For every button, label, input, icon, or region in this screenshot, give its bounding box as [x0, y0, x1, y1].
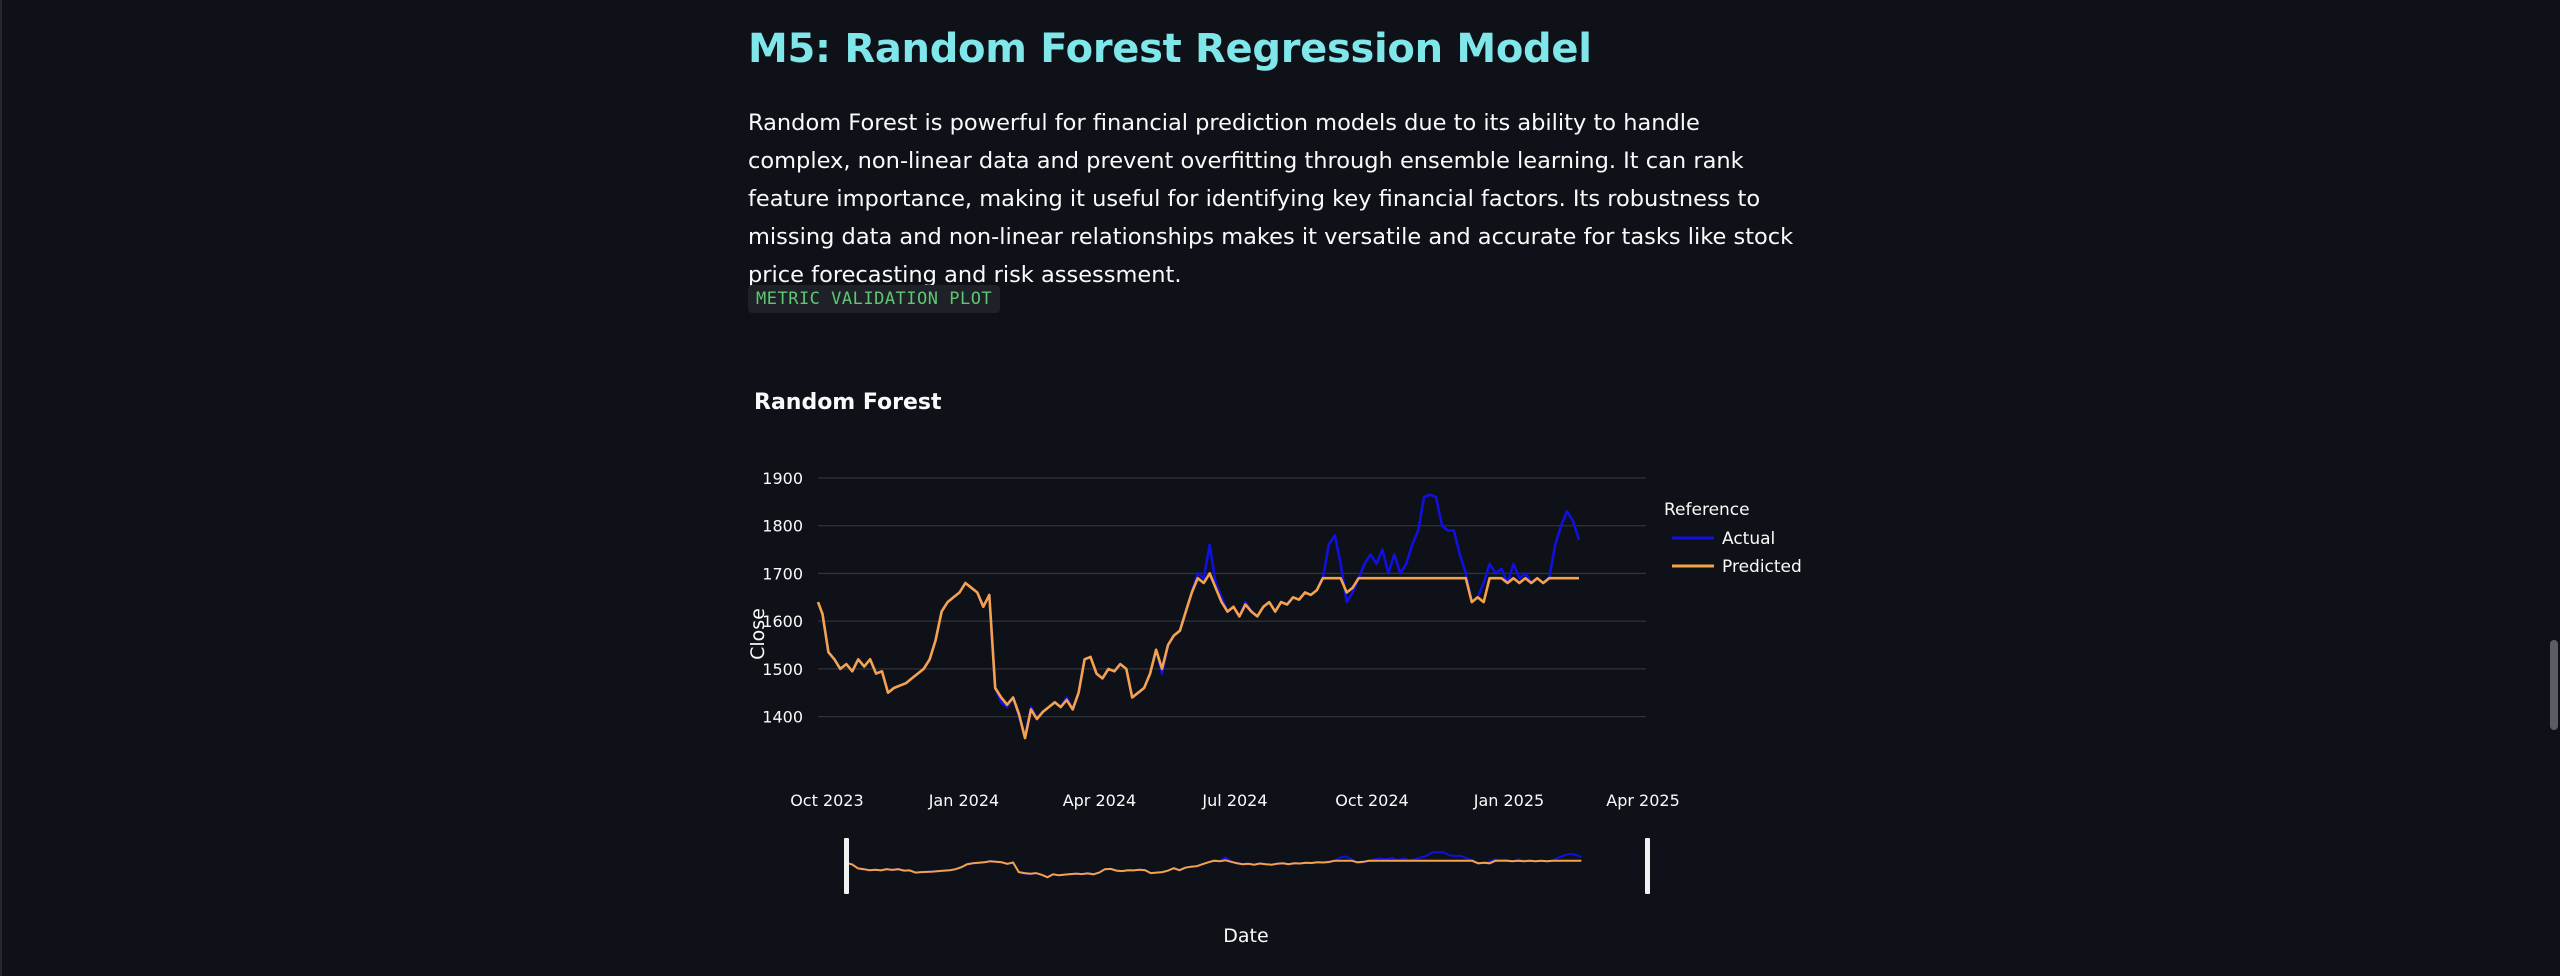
x-tick-label: Jul 2024 [1201, 791, 1267, 810]
model-description: Random Forest is powerful for financial … [748, 110, 1794, 288]
y-tick-label: 1500 [762, 660, 803, 679]
x-axis-label: Date [1223, 925, 1268, 947]
x-tick-label: Apr 2024 [1063, 791, 1136, 810]
page-heading: M5: Random Forest Regression Model [748, 26, 1592, 72]
legend-item-actual[interactable]: Actual [1722, 529, 1775, 549]
chart-grid [818, 477, 1646, 718]
metric-validation-label: METRIC VALIDATION PLOT [748, 285, 1001, 313]
y-tick-labels: 1400 1500 1600 1700 1800 1900 [762, 469, 803, 727]
y-tick-label: 1900 [762, 469, 803, 488]
legend-title: Reference [1664, 500, 1750, 520]
x-tick-label: Oct 2023 [790, 791, 863, 810]
y-axis-label: Close [747, 608, 769, 660]
chart-title: Random Forest [754, 390, 942, 415]
slider-line-predicted [847, 859, 1582, 879]
x-tick-labels: Oct 2023 Jan 2024 Apr 2024 Jul 2024 Oct 2024… [790, 791, 1680, 810]
x-tick-label: Apr 2025 [1606, 791, 1679, 810]
window-edge [0, 0, 2, 976]
random-forest-chart[interactable]: Random Forest 1400 1500 1600 1700 1800 1900 O… [720, 360, 1860, 970]
main-plot-lines[interactable] [816, 493, 1581, 740]
y-tick-label: 1700 [762, 564, 803, 583]
chart-container[interactable]: Random Forest 1400 1500 1600 1700 1800 1900 O… [720, 360, 1860, 970]
x-tick-label: Oct 2024 [1335, 791, 1408, 810]
slider-line-actual [847, 851, 1582, 879]
y-tick-label: 1800 [762, 517, 803, 536]
legend-item-predicted[interactable]: Predicted [1722, 557, 1802, 577]
series-line-predicted[interactable] [816, 572, 1579, 740]
range-handle-right[interactable] [1645, 838, 1650, 894]
x-tick-label: Jan 2025 [1473, 791, 1544, 810]
page-scrollbar[interactable] [2550, 640, 2558, 730]
y-tick-label: 1600 [762, 612, 803, 631]
range-slider[interactable] [844, 838, 1650, 894]
chart-legend[interactable]: Reference Actual Predicted [1664, 500, 1802, 577]
range-handle-left[interactable] [844, 838, 849, 894]
series-line-actual[interactable] [816, 493, 1581, 737]
y-tick-label: 1400 [762, 708, 803, 727]
x-tick-label: Jan 2024 [928, 791, 999, 810]
